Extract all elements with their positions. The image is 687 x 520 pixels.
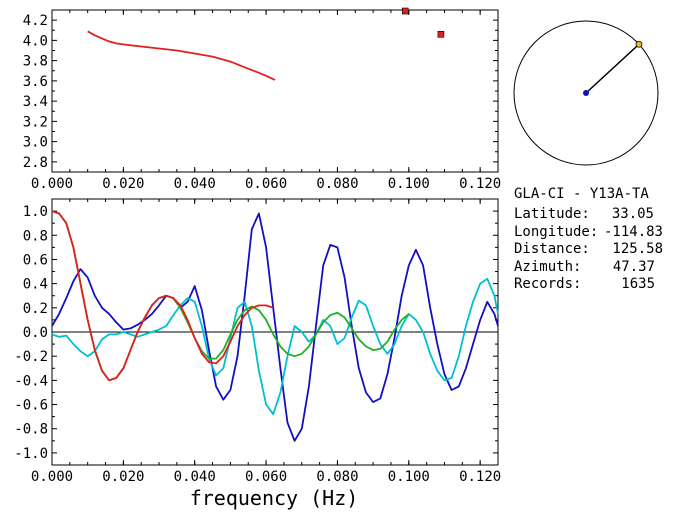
correlation-y-tick-label: 0.0 [23, 325, 48, 341]
distance-label: Distance: [514, 241, 590, 257]
velocity-x-tick-label: 0.060 [245, 176, 287, 192]
correlation-x-axis: 0.000 0.020 0.040 0.060 0.080 0.100 0.120 [31, 199, 501, 485]
correlation-x-tick-label: 0.020 [102, 469, 144, 485]
velocity-y-tick-label: 3.4 [23, 94, 48, 110]
velocity-series-line-1 [87, 30, 276, 81]
correlation-x-tick-label: 0.080 [316, 469, 358, 485]
velocity-y-tick-label: 3.8 [23, 54, 48, 70]
velocity-y-tick-label: 3.6 [23, 74, 48, 90]
velocity-chart: 2.8 3.0 3.2 3.4 3.6 3.8 4.0 4.2 0.000 0.020 0.040… [23, 7, 501, 192]
correlation-y-tick-label: 0.6 [23, 252, 48, 268]
x-axis-label: frequency (Hz) [190, 486, 359, 510]
correlation-y-tick-label: -0.2 [14, 349, 48, 365]
correlation-x-tick-label: 0.100 [388, 469, 430, 485]
velocity-x-tick-label: 0.120 [459, 176, 501, 192]
velocity-y-tick-label: 4.2 [23, 13, 48, 29]
station-dot [583, 90, 589, 96]
correlation-y-tick-label: 0.4 [23, 277, 48, 293]
dial-circle [513, 20, 659, 166]
correlation-series-line-2 [51, 277, 499, 416]
correlation-y-tick-label: -0.4 [14, 373, 48, 389]
velocity-y-axis: 2.8 3.0 3.2 3.4 3.6 3.8 4.0 4.2 [23, 13, 498, 171]
velocity-x-tick-label: 0.100 [388, 176, 430, 192]
velocity-plot-frame [51, 9, 499, 173]
correlation-series-line-4 [51, 210, 274, 382]
correlation-y-tick-label: 1.0 [23, 204, 48, 220]
correlation-x-tick-label: 0.040 [174, 469, 216, 485]
azimuth-needle [585, 43, 640, 94]
correlation-x-tick-label: 0.000 [31, 469, 73, 485]
azimuth-dial [513, 20, 659, 166]
records-label: Records: [514, 276, 581, 292]
longitude-value: -114.83 [604, 224, 663, 240]
velocity-data-point [401, 7, 409, 15]
station-pair: GLA-CI - Y13A-TA [514, 186, 649, 202]
event-dot [635, 40, 643, 48]
velocity-x-tick-label: 0.000 [31, 176, 73, 192]
velocity-data-point [437, 30, 445, 38]
distance-value: 125.58 [612, 241, 663, 257]
correlation-chart: 1.0 0.8 0.6 0.4 0.2 0.0 -0.2 -0.4 -0.6 -0.8 -1.0 0… [14, 198, 501, 510]
velocity-series [87, 7, 445, 81]
correlation-y-tick-label: -0.8 [14, 422, 48, 438]
correlation-series-line-3 [51, 210, 410, 382]
records-value: 1635 [621, 276, 655, 292]
station-info: GLA-CI - Y13A-TA Latitude: 33.05 Longitu… [514, 186, 663, 292]
velocity-x-axis: 0.000 0.020 0.040 0.060 0.080 0.100 0.120 [31, 10, 501, 192]
latitude-value: 33.05 [612, 206, 654, 222]
azimuth-label: Azimuth: [514, 259, 581, 275]
azimuth-value: 47.37 [613, 259, 655, 275]
correlation-y-tick-label: 0.8 [23, 228, 48, 244]
longitude-label: Longitude: [514, 224, 598, 240]
correlation-y-tick-label: -1.0 [14, 446, 48, 462]
correlation-x-tick-label: 0.060 [245, 469, 287, 485]
velocity-y-tick-label: 3.2 [23, 114, 48, 130]
correlation-series-line-1 [51, 212, 499, 442]
correlation-y-tick-label: -0.6 [14, 398, 48, 414]
velocity-y-tick-label: 4.0 [23, 33, 48, 49]
correlation-y-tick-label: 0.2 [23, 301, 48, 317]
velocity-x-tick-label: 0.020 [102, 176, 144, 192]
correlation-x-tick-label: 0.120 [459, 469, 501, 485]
velocity-x-tick-label: 0.080 [316, 176, 358, 192]
velocity-y-tick-label: 3.0 [23, 135, 48, 151]
velocity-x-tick-label: 0.040 [174, 176, 216, 192]
velocity-y-tick-label: 2.8 [23, 155, 48, 171]
correlation-series [51, 210, 499, 442]
correlation-y-axis: 1.0 0.8 0.6 0.4 0.2 0.0 -0.2 -0.4 -0.6 -0.8 -1.0 [14, 204, 498, 462]
latitude-label: Latitude: [514, 206, 590, 222]
